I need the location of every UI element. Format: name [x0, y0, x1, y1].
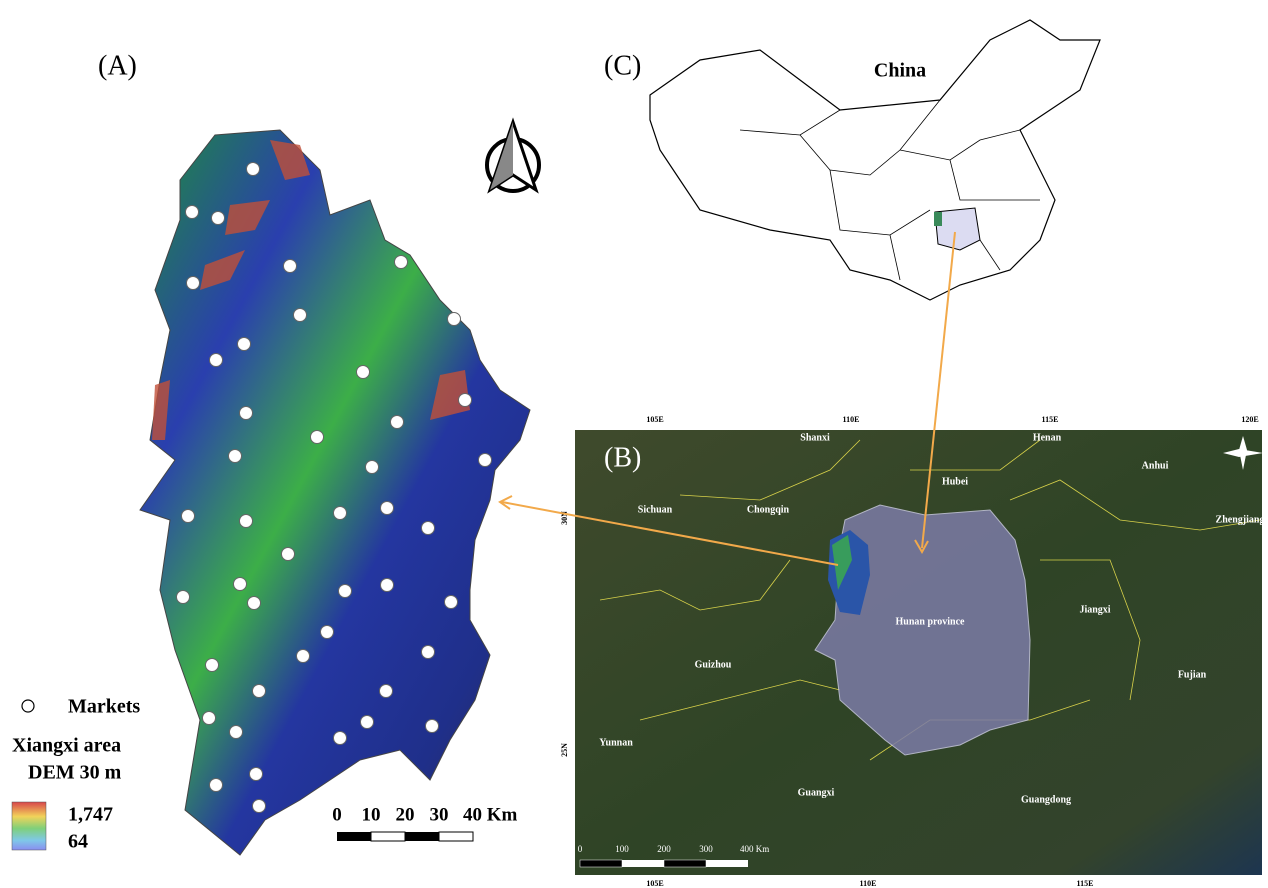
market-point — [210, 779, 223, 792]
lon-tick-label: 110E — [843, 415, 860, 424]
region-label: Guizhou — [695, 659, 732, 670]
market-point — [210, 354, 223, 367]
market-point — [445, 596, 458, 609]
region-label: Yunnan — [599, 737, 633, 748]
market-point — [253, 800, 266, 813]
region-label: Anhui — [1142, 460, 1169, 471]
scale-label: 30 — [430, 804, 449, 825]
market-point — [229, 450, 242, 463]
region-label: Shanxi — [800, 432, 830, 443]
lat-tick-label: 25N — [560, 743, 569, 757]
xiangxi-highlight — [934, 212, 942, 226]
market-point — [334, 507, 347, 520]
legend-label: Markets — [68, 696, 140, 718]
legend-max: 1,747 — [68, 804, 113, 826]
market-point — [422, 522, 435, 535]
market-point — [282, 548, 295, 561]
scale-label: 0 — [578, 844, 583, 854]
market-point — [381, 502, 394, 515]
market-point — [479, 454, 492, 467]
scale-bar: 0 10 20 30 40 Km — [332, 804, 517, 841]
lon-tick-label: 105E — [646, 879, 663, 888]
lon-tick-label: 120E — [1241, 415, 1258, 424]
market-point — [297, 650, 310, 663]
market-point — [311, 431, 324, 444]
north-arrow — [487, 122, 539, 191]
market-point — [240, 515, 253, 528]
market-point — [182, 510, 195, 523]
region-label: Sichuan — [638, 504, 673, 515]
region-label: Guangdong — [1021, 794, 1071, 805]
scale-label: 10 — [362, 804, 381, 825]
market-point — [187, 277, 200, 290]
market-point — [212, 212, 225, 225]
panel-label: (B) — [604, 442, 641, 473]
scale-label: 0 — [332, 804, 342, 825]
region-label: Hubei — [942, 476, 968, 487]
market-point — [248, 597, 261, 610]
scale-label: 400 Km — [740, 844, 769, 854]
scale-label: 200 — [657, 844, 671, 854]
market-point — [203, 712, 216, 725]
panel-label: (C) — [604, 50, 641, 81]
market-point — [334, 732, 347, 745]
market-point — [234, 578, 247, 591]
market-point — [294, 309, 307, 322]
scale-label: 40 Km — [463, 804, 518, 825]
market-point — [284, 260, 297, 273]
region-label: Chongqin — [747, 504, 790, 515]
region-label: Henan — [1033, 432, 1062, 443]
legend-title: Xiangxi area — [12, 735, 121, 757]
market-point — [238, 338, 251, 351]
market-point — [250, 768, 263, 781]
figure: (A) Markets Xiangxi area DEM 30 m 1,747 … — [0, 0, 1268, 888]
market-point — [361, 716, 374, 729]
market-point — [459, 394, 472, 407]
market-point — [381, 579, 394, 592]
market-point — [339, 585, 352, 598]
lon-tick-label: 115E — [1042, 415, 1059, 424]
map-title: China — [874, 60, 926, 82]
legend: Markets Xiangxi area DEM 30 m 1,747 64 — [12, 696, 140, 853]
lon-tick-label: 105E — [646, 415, 663, 424]
legend-title: DEM 30 m — [28, 762, 122, 784]
lon-tick-label: 110E — [860, 879, 877, 888]
market-point — [206, 659, 219, 672]
market-point — [422, 646, 435, 659]
region-label: Zhengjiang — [1216, 514, 1265, 525]
market-point — [177, 591, 190, 604]
market-point — [448, 313, 461, 326]
region-label: Jiangxi — [1079, 604, 1110, 615]
market-point — [380, 685, 393, 698]
legend-min: 64 — [68, 831, 88, 853]
region-label: Guangxi — [798, 787, 835, 798]
market-point — [230, 726, 243, 739]
panel-label: (A) — [98, 50, 137, 81]
market-point — [357, 366, 370, 379]
market-point — [366, 461, 379, 474]
region-label: Fujian — [1178, 669, 1207, 680]
market-point — [426, 720, 439, 733]
region-label: Hunan province — [896, 616, 966, 627]
scale-label: 300 — [699, 844, 713, 854]
scale-label: 20 — [396, 804, 415, 825]
market-point — [186, 206, 199, 219]
xiangxi-dem — [140, 130, 530, 855]
market-point — [240, 407, 253, 420]
market-point — [253, 685, 266, 698]
market-point — [247, 163, 260, 176]
market-point — [321, 626, 334, 639]
lon-tick-label: 115E — [1077, 879, 1094, 888]
scale-label: 100 — [615, 844, 629, 854]
market-point — [391, 416, 404, 429]
market-point — [395, 256, 408, 269]
